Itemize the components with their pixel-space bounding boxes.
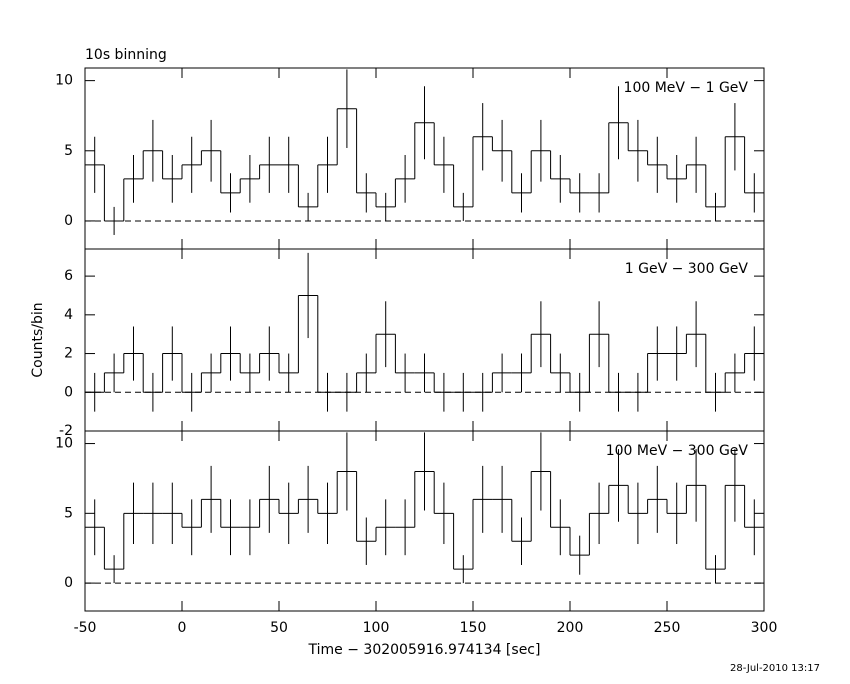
y-tick-label: 0 [64, 213, 73, 229]
x-tick-label: 250 [654, 620, 681, 636]
x-tick-label: 200 [557, 620, 584, 636]
y-tick-label: -2 [59, 423, 73, 439]
y-tick-label: 0 [64, 575, 73, 591]
y-tick-label: 0 [64, 384, 73, 400]
x-tick-label: -50 [74, 620, 97, 636]
panel-label: 100 MeV − 300 GeV [606, 443, 749, 459]
y-tick-label: 10 [55, 436, 73, 452]
y-tick-label: 5 [64, 505, 73, 521]
panel-label: 1 GeV − 300 GeV [625, 261, 749, 277]
x-tick-label: 300 [751, 620, 778, 636]
x-tick-label: 0 [178, 620, 187, 636]
x-tick-label: 50 [270, 620, 288, 636]
x-tick-label: 150 [460, 620, 487, 636]
y-tick-label: 2 [64, 346, 73, 362]
x-axis-label: Time − 302005916.974134 [sec] [308, 642, 541, 658]
y-axis-label: Counts/bin [30, 302, 46, 377]
step-connector [103, 295, 746, 393]
chart-title: 10s binning [85, 47, 167, 63]
y-tick-label: 4 [64, 307, 73, 323]
panel-label: 100 MeV − 1 GeV [624, 80, 749, 96]
step-connector [103, 108, 746, 221]
y-tick-label: 5 [64, 143, 73, 159]
y-tick-label: 6 [64, 268, 73, 284]
footer: 28-Jul-2010 13:17 [730, 663, 820, 674]
y-tick-label: 10 [55, 73, 73, 89]
x-tick-label: 100 [363, 620, 390, 636]
frame [84, 430, 765, 612]
